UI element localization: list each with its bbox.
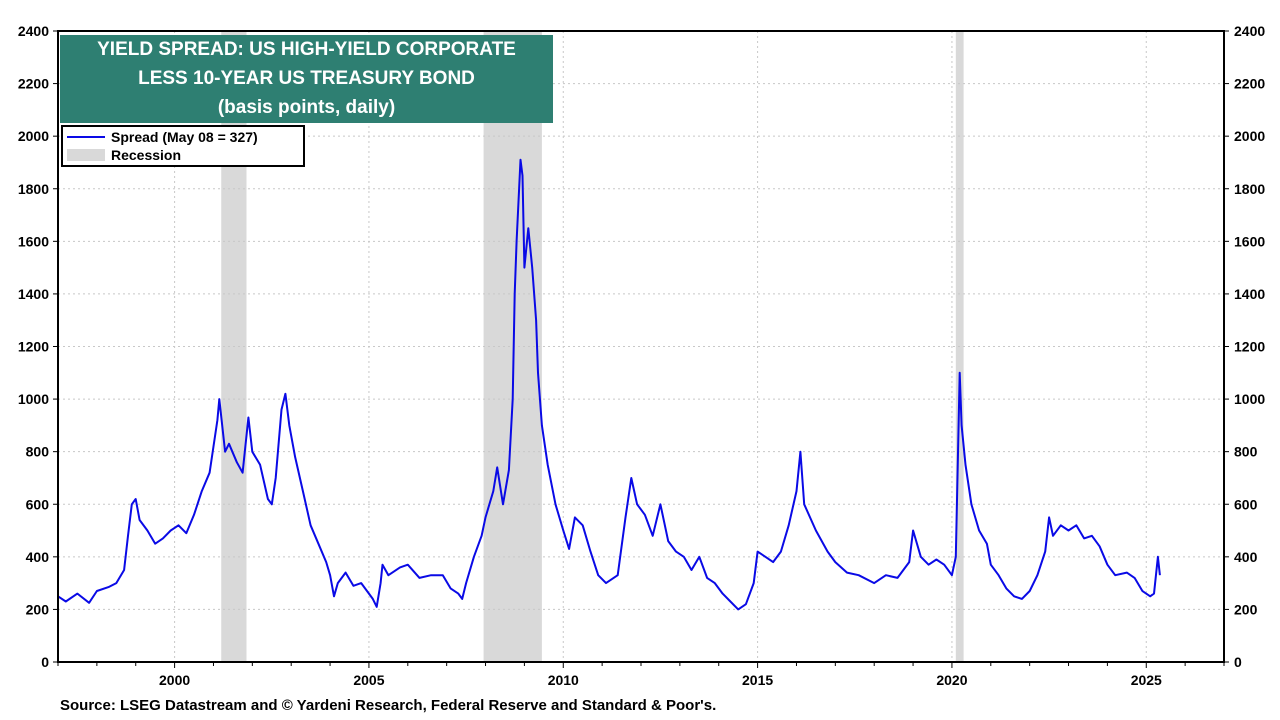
chart-subtitle: (basis points, daily) bbox=[217, 97, 396, 118]
chart-title-line-1: YIELD SPREAD: US HIGH-YIELD CORPORATE bbox=[97, 39, 516, 60]
y-tick-label-left: 1200 bbox=[18, 339, 49, 355]
y-tick-label-right: 1000 bbox=[1234, 391, 1265, 407]
y-tick-label-left: 2000 bbox=[18, 128, 49, 144]
x-tick-label: 2005 bbox=[353, 672, 384, 688]
x-tick-label: 2025 bbox=[1131, 672, 1162, 688]
y-tick-label-left: 400 bbox=[26, 549, 50, 565]
recession-bands bbox=[221, 31, 964, 662]
legend-recession-swatch bbox=[67, 149, 105, 161]
legend-label-recession: Recession bbox=[111, 147, 182, 163]
y-tick-label-right: 2000 bbox=[1234, 128, 1265, 144]
y-tick-label-left: 1800 bbox=[18, 181, 49, 197]
y-tick-label-left: 0 bbox=[41, 654, 49, 670]
legend: Spread (May 08 = 327) Recession bbox=[61, 125, 305, 167]
y-tick-label-right: 800 bbox=[1234, 444, 1258, 460]
x-tick-label: 2015 bbox=[742, 672, 773, 688]
y-tick-label-left: 2200 bbox=[18, 76, 49, 92]
y-tick-label-left: 200 bbox=[26, 601, 50, 617]
x-tick-label: 2010 bbox=[548, 672, 579, 688]
y-tick-label-left: 1400 bbox=[18, 286, 49, 302]
y-tick-label-right: 1400 bbox=[1234, 286, 1265, 302]
x-tick-label: 2020 bbox=[936, 672, 967, 688]
series-layer bbox=[57, 158, 1161, 611]
chart-title-box: YIELD SPREAD: US HIGH-YIELD CORPORATE LE… bbox=[60, 35, 553, 123]
y-tick-label-right: 0 bbox=[1234, 654, 1242, 670]
y-tick-label-right: 1200 bbox=[1234, 339, 1265, 355]
chart-title-line-2: LESS 10-YEAR US TREASURY BOND bbox=[138, 68, 475, 89]
y-tick-label-left: 1600 bbox=[18, 233, 49, 249]
y-tick-label-right: 1800 bbox=[1234, 181, 1265, 197]
series-line-0 bbox=[57, 158, 1161, 611]
y-tick-label-left: 600 bbox=[26, 496, 50, 512]
legend-item-recession: Recession bbox=[67, 146, 181, 164]
y-tick-label-right: 600 bbox=[1234, 496, 1258, 512]
x-tick-label: 2000 bbox=[159, 672, 190, 688]
y-axis-left: 0 200 400 600 800 1000 1200 1400 1600 1800 2000 220… bbox=[18, 23, 58, 670]
y-tick-label-right: 1600 bbox=[1234, 233, 1265, 249]
y-axis-right: 0 200 400 600 800 1000 1200 1400 1600 1800 2000 220… bbox=[1224, 23, 1265, 670]
legend-line-swatch bbox=[67, 136, 105, 138]
y-tick-label-left: 800 bbox=[26, 444, 50, 460]
y-tick-label-right: 200 bbox=[1234, 601, 1258, 617]
legend-item-spread: Spread (May 08 = 327) bbox=[67, 128, 258, 146]
y-tick-label-left: 2400 bbox=[18, 23, 49, 39]
source-note: Source: LSEG Datastream and © Yardeni Re… bbox=[60, 697, 717, 714]
x-axis: 2000 2005 2010 2015 2020 2025 bbox=[57, 662, 1225, 688]
y-tick-label-left: 1000 bbox=[18, 391, 49, 407]
legend-label-spread: Spread (May 08 = 327) bbox=[111, 129, 258, 145]
y-tick-label-right: 2400 bbox=[1234, 23, 1265, 39]
y-tick-label-right: 400 bbox=[1234, 549, 1258, 565]
y-tick-label-right: 2200 bbox=[1234, 76, 1265, 92]
